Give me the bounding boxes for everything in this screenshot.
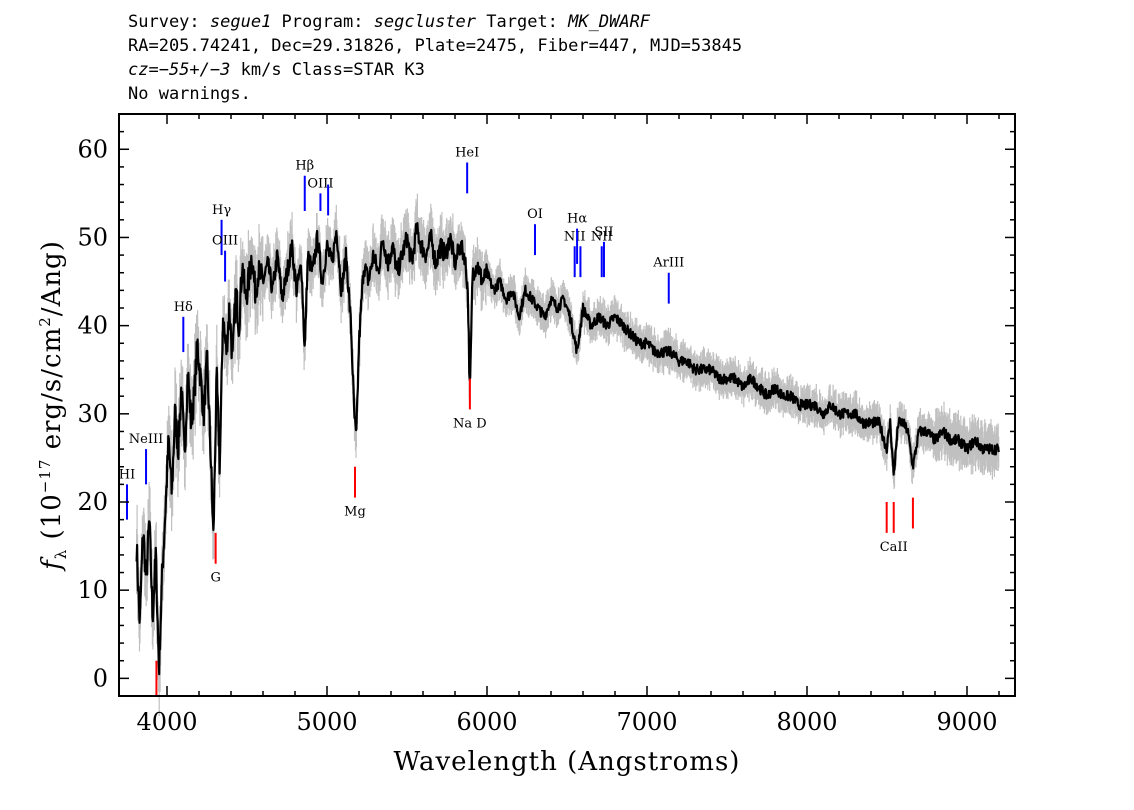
emission-line-label: OI xyxy=(527,207,543,222)
emission-line-label: Hδ xyxy=(174,300,193,315)
absorption-line-label: CaII xyxy=(880,540,908,555)
emission-line-label: HeI xyxy=(455,146,479,161)
emission-line-label: Hα xyxy=(567,212,587,227)
absorption-line-label: G xyxy=(210,571,220,586)
spectrum-header: Survey: segue1 Program: segcluster Targe… xyxy=(128,10,742,106)
axis-ticks: 4000 5000 6000 7000 8000 9000 0 10 20 30 40 50 60 xyxy=(77,114,1015,736)
header-line-coordinates: RA=205.74241, Dec=29.31826, Plate=2475, … xyxy=(128,36,743,56)
emission-line-label: Hβ xyxy=(295,159,314,174)
survey-label: Survey: xyxy=(128,12,210,32)
emission-line-label: SII xyxy=(594,225,613,240)
emission-line-label: OIII xyxy=(212,234,238,249)
spectral-line-markers: HINeIIIHδHγOIIIHβOIIIHeIOINIIHαNIISIIArI… xyxy=(119,146,914,696)
plot-frame xyxy=(118,113,1016,697)
target-value: MK_DWARF xyxy=(568,12,651,32)
emission-line-label: ArIII xyxy=(652,256,684,271)
header-line-survey: Survey: segue1 Program: segcluster Targe… xyxy=(128,10,742,34)
x-tick-label: 9000 xyxy=(936,708,997,736)
y-axis-title: fλ (10−17 erg/s/cm2/Ang) xyxy=(36,240,70,572)
flux-line xyxy=(135,222,1000,676)
header-line-warnings: No warnings. xyxy=(128,84,251,104)
emission-line-label: NeIII xyxy=(129,432,163,447)
header-line-class: cz=−55+/−3 km/s Class=STAR K3 xyxy=(128,58,742,82)
emission-line-label: Hγ xyxy=(212,203,231,218)
emission-line-label: NII xyxy=(564,229,586,244)
emission-line-label: HI xyxy=(119,467,135,482)
target-label: Target: xyxy=(476,12,569,32)
flux-line-group xyxy=(135,222,1000,676)
y-tick-label: 0 xyxy=(93,664,108,692)
x-tick-label: 5000 xyxy=(296,708,357,736)
x-tick-label: 4000 xyxy=(136,708,197,736)
y-tick-label: 60 xyxy=(77,135,108,163)
x-tick-label: 7000 xyxy=(616,708,677,736)
program-value: segcluster xyxy=(373,12,477,32)
cz-label: cz xyxy=(128,60,149,80)
class-text: km/s Class=STAR K3 xyxy=(230,60,425,80)
absorption-line-label: Mg xyxy=(344,505,366,520)
y-tick-label: 40 xyxy=(77,312,108,340)
emission-line-label: NII xyxy=(591,229,613,244)
y-tick-label: 20 xyxy=(77,488,108,516)
y-tick-label: 50 xyxy=(77,223,108,251)
y-tick-label: 10 xyxy=(77,576,108,604)
x-tick-label: 6000 xyxy=(456,708,517,736)
emission-line-label: OIII xyxy=(307,176,333,191)
x-axis-title: Wavelength (Angstroms) xyxy=(394,747,741,777)
survey-value: segue1 xyxy=(209,12,272,32)
cz-value: =−55+/−3 xyxy=(148,60,231,80)
program-label: Program: xyxy=(271,12,374,32)
absorption-line-label: Na D xyxy=(453,416,487,431)
y-tick-label: 30 xyxy=(77,400,108,428)
x-tick-label: 8000 xyxy=(776,708,837,736)
